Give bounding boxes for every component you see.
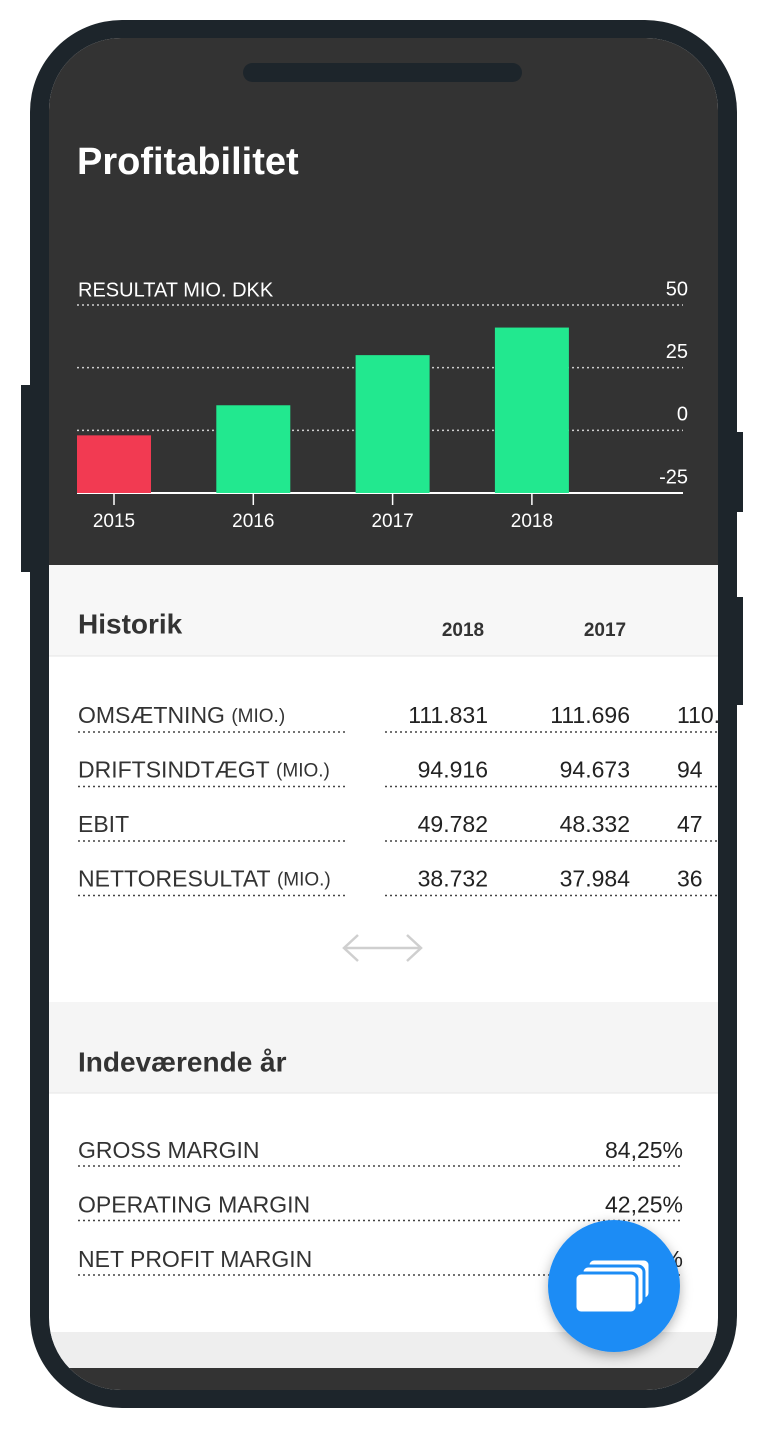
cell-value: 111.831 [408,702,488,728]
cell-value: 42,25% [605,1192,683,1218]
label-text: DRIFTSINDTÆGT [78,757,270,783]
footer-dark [49,1368,718,1390]
column-header: 2017 [584,620,626,641]
cell-value: 38.732 [418,866,488,892]
cell-value: 37.984 [560,866,631,892]
section-title: Indeværende år [78,1046,287,1077]
section-title: Historik [78,608,183,639]
x-tick-label: 2016 [232,511,274,532]
cell-value: 49.782 [418,811,488,837]
cell-value: 94 [677,757,703,783]
label-unit: (MIO.) [276,761,330,782]
notch [243,63,522,82]
x-tick-label: 2017 [371,511,413,532]
row-label: OPERATING MARGIN [78,1192,310,1218]
cell-value: 110. [677,702,720,728]
cell-value: 111.696 [550,702,630,728]
row-label: EBIT [78,811,129,837]
section-header-bg [49,565,718,656]
side-button [734,597,743,705]
bar [355,355,430,493]
label-text: NETTORESULTAT [78,866,271,892]
x-tick-label: 2018 [511,511,553,532]
row-label: NET PROFIT MARGIN [78,1246,312,1272]
label-unit: (MIO.) [231,706,285,727]
label-text: OMSÆTNING [78,702,225,728]
chart-label: RESULTAT MIO. DKK [78,279,274,301]
fab-button[interactable] [548,1220,680,1352]
cell-value: 94.916 [418,757,488,783]
scroll-hint-arrow [342,934,423,962]
bar [494,327,569,493]
y-tick-label: 25 [666,341,688,363]
cell-value: 47 [677,811,703,837]
cell-value: 94.673 [560,757,630,783]
screen: Profitabilitet RESULTAT MIO. DKK Histori… [49,38,720,1390]
row-label: GROSS MARGIN [78,1137,259,1163]
row-label: NETTORESULTAT (MIO.) [78,866,331,892]
section-header-bg [49,1002,718,1093]
label-text: EBIT [78,811,129,837]
bar [216,405,291,493]
label-unit: (MIO.) [277,870,331,891]
x-tick-label: 2015 [93,511,135,532]
cell-value: 36 [677,866,703,892]
row-label: OMSÆTNING (MIO.) [78,702,285,728]
y-tick-label: 50 [666,278,688,300]
cell-value: 48.332 [560,811,630,837]
bar [77,435,151,493]
page-title: Profitabilitet [77,141,299,183]
cell-value: 84,25% [605,1137,683,1163]
column-header: 2018 [442,620,484,641]
y-tick-label: -25 [659,466,688,488]
y-tick-label: 0 [677,404,688,426]
side-button [734,432,743,512]
row-label: DRIFTSINDTÆGT (MIO.) [78,757,330,783]
